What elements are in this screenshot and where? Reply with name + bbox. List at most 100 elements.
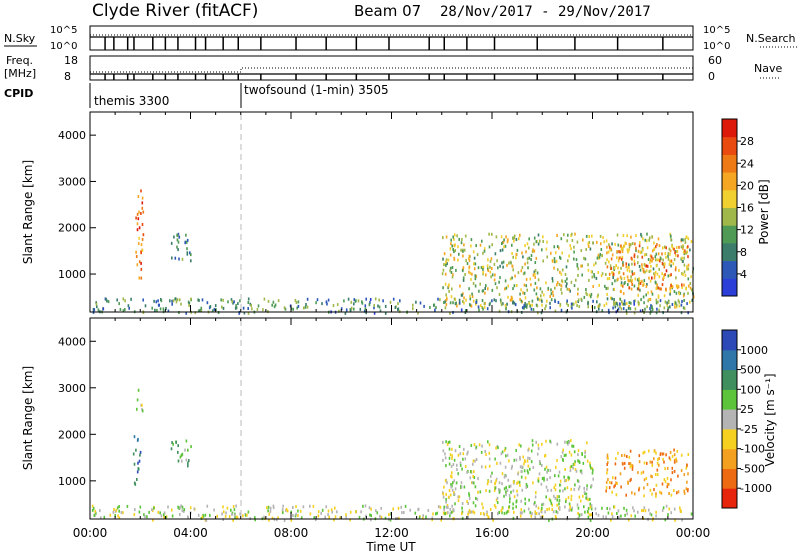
scatter-cell xyxy=(686,302,688,306)
scatter-cell xyxy=(620,307,623,311)
scatter-cell xyxy=(675,246,678,249)
scatter-cell xyxy=(682,272,684,276)
scatter-cell xyxy=(537,297,539,301)
scatter-cell xyxy=(622,263,625,267)
scatter-cell xyxy=(638,302,640,306)
scatter-cell xyxy=(687,291,689,295)
x-axis-label: Time UT xyxy=(365,540,416,554)
scatter-cell xyxy=(427,509,430,512)
scatter-cell xyxy=(422,516,424,520)
scatter-cell xyxy=(453,479,455,483)
scatter-cell xyxy=(183,509,185,513)
scatter-cell xyxy=(119,308,122,311)
scatter-cell xyxy=(415,300,417,304)
scatter-cell xyxy=(506,240,509,244)
scatter-cell xyxy=(638,277,640,281)
scatter-cell xyxy=(199,308,201,312)
scatter-cell xyxy=(530,449,533,453)
scatter-cell xyxy=(571,232,573,236)
scatter-cell xyxy=(590,504,593,508)
scatter-cell xyxy=(536,452,539,456)
scatter-cell xyxy=(460,248,462,252)
scatter-cell xyxy=(469,510,472,514)
scatter-cell xyxy=(350,308,352,312)
scatter-cell xyxy=(534,261,537,264)
scatter-cell xyxy=(450,295,453,299)
scatter-cell xyxy=(627,250,629,254)
scatter-cell xyxy=(667,254,669,258)
scatter-cell xyxy=(228,515,231,519)
scatter-cell xyxy=(401,511,403,515)
scatter-cell xyxy=(583,256,585,260)
scatter-cell xyxy=(658,275,661,279)
scatter-cell xyxy=(512,516,515,520)
scatter-cell xyxy=(473,256,476,260)
colorbar-tick-label: 16 xyxy=(740,202,754,215)
scatter-cell xyxy=(268,518,270,522)
scatter-cell xyxy=(533,242,535,246)
scatter-cell xyxy=(513,239,515,243)
scatter-cell xyxy=(682,294,685,298)
scatter-cell xyxy=(578,305,581,309)
scatter-cell xyxy=(637,287,640,291)
scatter-cell xyxy=(683,489,685,493)
scatter-cell xyxy=(556,498,559,502)
scatter-cell xyxy=(615,481,617,485)
scatter-cell xyxy=(506,453,509,457)
scatter-cell xyxy=(94,509,96,513)
scatter-cell xyxy=(566,282,568,286)
scatter-cell xyxy=(630,301,632,305)
scatter-cell xyxy=(681,286,683,289)
scatter-cell xyxy=(589,247,592,251)
scatter-cell xyxy=(140,243,143,247)
scatter-cell xyxy=(671,471,674,475)
nsearch-tick-bottom: 10^0 xyxy=(703,41,730,52)
scatter-cell xyxy=(246,513,248,517)
scatter-cell xyxy=(99,509,101,513)
scatter-cell xyxy=(171,514,174,518)
scatter-cell xyxy=(313,516,315,520)
scatter-cell xyxy=(558,246,560,250)
scatter-cell xyxy=(523,469,526,473)
scatter-cell xyxy=(625,265,628,269)
scatter-cell xyxy=(524,296,527,300)
scatter-cell xyxy=(450,485,452,489)
scatter-cell xyxy=(197,298,199,302)
scatter-cell xyxy=(532,273,535,277)
scatter-cell xyxy=(649,254,652,258)
scatter-cell xyxy=(664,480,667,484)
scatter-cell xyxy=(585,288,587,291)
scatter-cell xyxy=(677,299,680,303)
scatter-cell xyxy=(605,515,607,519)
scatter-cell xyxy=(662,311,664,315)
scatter-cell xyxy=(557,268,559,272)
scatter-cell xyxy=(445,299,447,303)
scatter-cell xyxy=(384,516,387,520)
scatter-cell xyxy=(507,284,509,288)
scatter-cell xyxy=(642,270,645,274)
scatter-cell xyxy=(682,260,684,263)
scatter-cell xyxy=(152,518,154,522)
scatter-cell xyxy=(645,293,647,297)
scatter-cell xyxy=(625,309,628,313)
scatter-cell xyxy=(549,439,551,443)
scatter-cell xyxy=(328,515,330,519)
scatter-cell xyxy=(580,471,583,475)
scatter-cell xyxy=(539,515,542,519)
scatter-cell xyxy=(233,513,236,517)
scatter-cell xyxy=(461,238,463,241)
scatter-cell xyxy=(377,304,379,308)
scatter-cell xyxy=(117,514,119,518)
scatter-cell xyxy=(620,283,622,287)
scatter-cell xyxy=(603,240,605,244)
scatter-cell xyxy=(442,286,444,290)
scatter-cell xyxy=(677,474,679,478)
scatter-cell xyxy=(583,295,586,299)
scatter-cell xyxy=(505,474,507,478)
scatter-cell xyxy=(461,269,464,273)
scatter-cell xyxy=(635,246,637,250)
scatter-cell xyxy=(139,450,142,454)
scatter-cell xyxy=(589,464,591,468)
scatter-cell xyxy=(517,271,520,275)
scatter-cell xyxy=(379,309,382,313)
